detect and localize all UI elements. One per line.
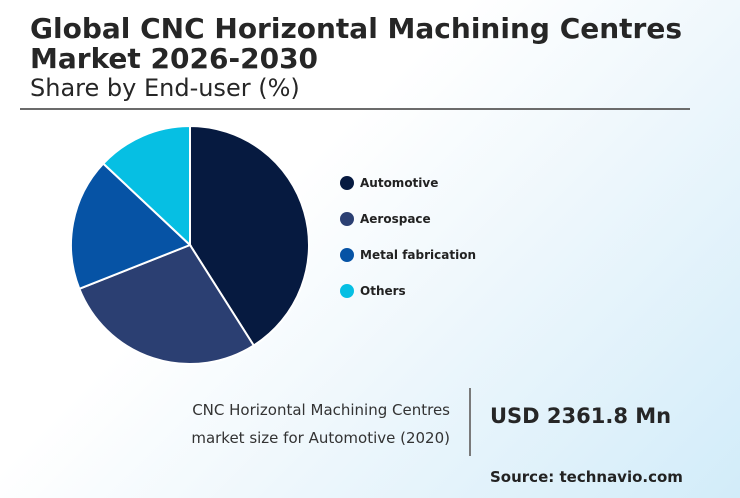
market-divider — [469, 388, 471, 456]
legend-swatch-others — [340, 284, 354, 298]
legend-swatch-aerospace — [340, 212, 354, 226]
header-divider — [20, 108, 690, 110]
legend-label-metal-fabrication: Metal fabrication — [360, 248, 476, 262]
chart-title-line-2: Market 2026-2030 — [30, 42, 319, 75]
chart-title: Global CNC Horizontal Machining Centres … — [30, 14, 682, 74]
market-size-caption: CNC Horizontal Machining Centres market … — [140, 396, 450, 452]
pie-slice-metal-fabrication — [70, 162, 192, 291]
legend-label-automotive: Automotive — [360, 176, 439, 190]
market-caption-line-2: market size for Automotive (2020) — [191, 429, 450, 447]
legend-item-metal-fabrication: Metal fabrication — [340, 244, 476, 266]
pie-chart — [70, 124, 310, 365]
market-caption-line-1: CNC Horizontal Machining Centres — [192, 401, 450, 419]
legend-label-others: Others — [360, 284, 406, 298]
market-size-value: USD 2361.8 Mn — [490, 404, 672, 428]
legend-item-others: Others — [340, 280, 476, 302]
legend-item-automotive: Automotive — [340, 172, 476, 194]
legend-label-aerospace: Aerospace — [360, 212, 431, 226]
legend-swatch-automotive — [340, 176, 354, 190]
chart-title-line-1: Global CNC Horizontal Machining Centres — [30, 12, 683, 45]
pie-slice-aerospace — [78, 243, 256, 365]
legend-swatch-metal-fabrication — [340, 248, 354, 262]
chart-subtitle: Share by End-user (%) — [30, 74, 300, 102]
source-credit: Source: technavio.com — [490, 468, 683, 486]
chart-legend: Automotive Aerospace Metal fabrication O… — [340, 172, 476, 316]
legend-item-aerospace: Aerospace — [340, 208, 476, 230]
pie-slice-others — [101, 124, 191, 248]
